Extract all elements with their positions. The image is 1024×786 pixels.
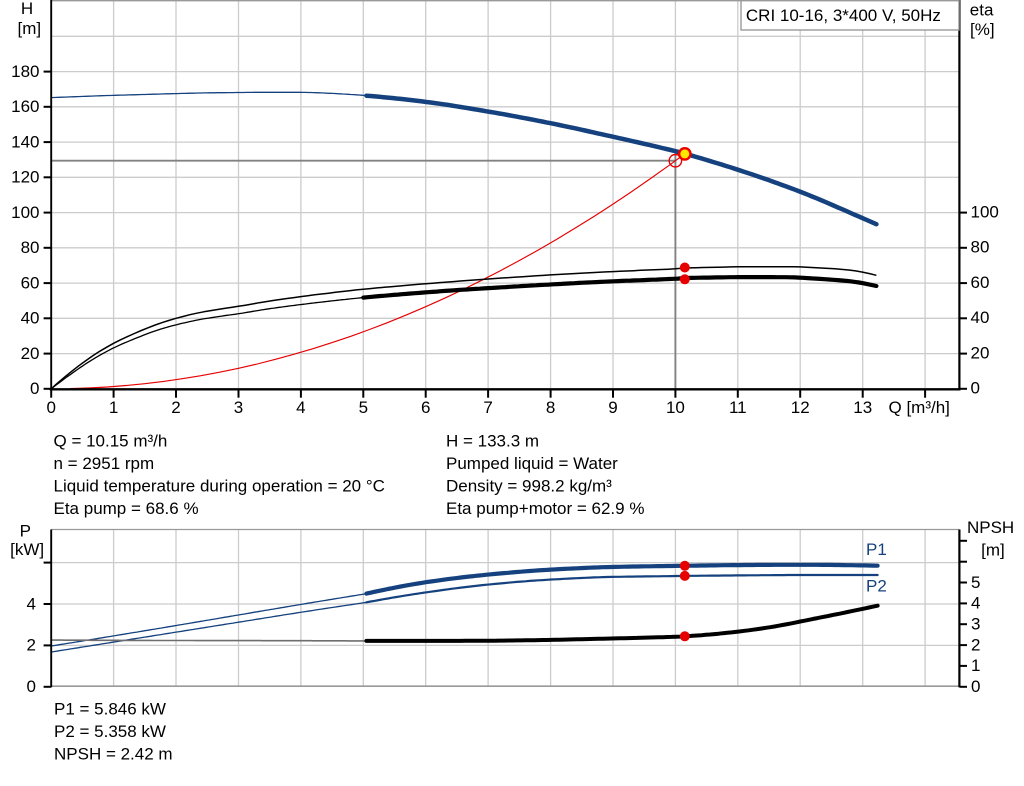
svg-text:Q = 10.15 m³/h: Q = 10.15 m³/h [54,431,168,450]
svg-text:20: 20 [971,343,990,362]
svg-text:NPSH: NPSH [967,518,1014,537]
svg-text:13: 13 [853,398,872,417]
svg-text:P1 = 5.846 kW: P1 = 5.846 kW [54,700,166,719]
svg-text:140: 140 [11,132,39,151]
svg-text:20: 20 [21,344,40,363]
svg-text:1: 1 [109,398,118,417]
svg-text:120: 120 [11,168,39,187]
svg-text:P2: P2 [866,577,887,596]
svg-text:0: 0 [46,398,55,417]
svg-text:100: 100 [11,203,39,222]
svg-text:0: 0 [30,379,39,398]
svg-text:180: 180 [11,62,39,81]
svg-text:Q [m³/h]: Q [m³/h] [889,398,950,417]
svg-text:160: 160 [11,97,39,116]
svg-text:10: 10 [666,398,685,417]
svg-text:100: 100 [971,202,999,221]
svg-text:eta: eta [970,0,994,19]
svg-text:60: 60 [21,273,40,292]
svg-text:2: 2 [171,398,180,417]
svg-text:Density = 998.2 kg/m³: Density = 998.2 kg/m³ [446,476,612,495]
svg-text:P1: P1 [866,540,887,559]
svg-text:Liquid temperature during oper: Liquid temperature during operation = 20… [54,476,385,495]
svg-text:40: 40 [971,308,990,327]
svg-text:0: 0 [971,677,980,696]
svg-text:P: P [20,522,31,541]
svg-text:P2 = 5.358 kW: P2 = 5.358 kW [54,722,166,741]
svg-text:[%]: [%] [970,20,995,39]
svg-text:[kW]: [kW] [10,540,44,559]
svg-text:3: 3 [971,615,980,634]
svg-text:4: 4 [27,594,36,613]
svg-text:H = 133.3 m: H = 133.3 m [446,431,539,450]
svg-text:11: 11 [729,398,747,417]
svg-text:4: 4 [971,594,980,613]
svg-text:0: 0 [971,379,980,398]
svg-text:4: 4 [296,398,305,417]
svg-text:0: 0 [27,677,36,696]
svg-text:H: H [21,0,33,18]
svg-text:2: 2 [971,635,980,654]
svg-text:2: 2 [27,636,36,655]
svg-text:12: 12 [791,398,810,417]
svg-text:Eta pump = 68.6 %: Eta pump = 68.6 % [54,499,199,518]
svg-text:CRI 10-16, 3*400 V, 50Hz: CRI 10-16, 3*400 V, 50Hz [746,6,941,25]
svg-text:[m]: [m] [17,19,41,38]
svg-text:1: 1 [971,656,980,675]
svg-text:Pumped liquid = Water: Pumped liquid = Water [446,454,618,473]
svg-text:n = 2951 rpm: n = 2951 rpm [54,454,155,473]
svg-text:3: 3 [234,398,243,417]
svg-text:8: 8 [546,398,555,417]
svg-text:80: 80 [21,238,40,257]
svg-text:5: 5 [971,573,980,592]
svg-text:7: 7 [483,398,492,417]
svg-text:5: 5 [359,398,368,417]
svg-text:Eta pump+motor = 62.9 %: Eta pump+motor = 62.9 % [446,499,644,518]
svg-text:80: 80 [971,238,990,257]
svg-text:60: 60 [971,273,990,292]
svg-text:NPSH = 2.42 m: NPSH = 2.42 m [54,745,173,764]
svg-text:[m]: [m] [981,541,1005,560]
svg-text:6: 6 [421,398,430,417]
svg-text:40: 40 [21,309,40,328]
svg-text:9: 9 [608,398,617,417]
